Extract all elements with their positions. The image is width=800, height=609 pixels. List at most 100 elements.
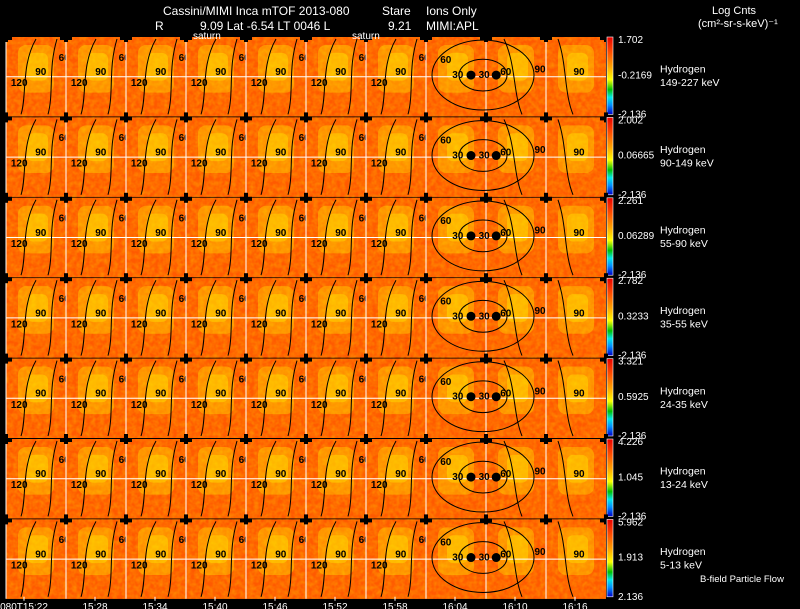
- contour-label-30: 30: [479, 151, 491, 162]
- contour-label-120: 120: [371, 480, 388, 491]
- contour-label-90: 90: [155, 148, 167, 159]
- pitch-contour: [200, 521, 217, 597]
- contour-label-90: 90: [335, 469, 347, 480]
- contour-label-120: 120: [191, 561, 208, 572]
- colorbar-mid: 0.5925: [618, 392, 649, 403]
- contour-label-90: 90: [275, 148, 287, 159]
- contour-label-60: 60: [59, 374, 71, 385]
- contour-label-60: 60: [500, 469, 512, 480]
- pitch-contour: [557, 119, 574, 195]
- image-frame: 120 90 60: [365, 519, 430, 599]
- contour-label-60: 60: [440, 377, 452, 388]
- image-frame: 120 90 60: [245, 519, 310, 599]
- colorbar-mid: 0.3233: [618, 311, 649, 322]
- frame-marker: [244, 353, 248, 364]
- image-frame: [425, 37, 486, 117]
- contour-ring-30: [458, 299, 508, 333]
- contour-label-120: 120: [131, 400, 148, 411]
- frame-marker: [544, 514, 548, 525]
- contour-label-90: 90: [155, 469, 167, 480]
- pitch-contour: [407, 199, 418, 276]
- frame-marker: [604, 32, 608, 42]
- flow-marker: [491, 151, 501, 161]
- frame-marker: [4, 353, 8, 364]
- contour-label-90: 90: [215, 550, 227, 561]
- contour-label-30: 30: [479, 392, 491, 403]
- frame-marker: [64, 192, 68, 203]
- pitch-contour: [200, 199, 217, 276]
- colorbar-mid: -0.2169: [618, 70, 652, 81]
- r-label: R: [155, 19, 164, 33]
- contour-ring-60: [431, 441, 535, 513]
- frame-marker: [424, 112, 428, 123]
- image-frame: 120 90 60: [245, 278, 310, 358]
- pitch-contour: [557, 38, 574, 115]
- colorbar-min: 2.136: [618, 592, 643, 603]
- image-frame: 120 90 60: [185, 519, 250, 599]
- frame-marker: [244, 192, 248, 203]
- contour-label-120: 120: [371, 78, 388, 89]
- pitch-contour: [320, 38, 337, 115]
- frame-marker: [424, 273, 428, 284]
- pitch-contour: [200, 440, 217, 517]
- frame-marker: [184, 514, 188, 525]
- colorbar-frame: [606, 117, 614, 196]
- row-energy: 13-24 keV: [660, 479, 708, 491]
- pitch-contour: [20, 360, 37, 437]
- contour-label-90: 90: [573, 469, 585, 480]
- image-frame: 120 90 60: [305, 358, 370, 438]
- x-tick-label: 15:34: [142, 602, 167, 609]
- image-frame: 120 90 60: [125, 278, 190, 358]
- contour-ring-30: [458, 380, 508, 414]
- colorbar-max: 5.962: [618, 517, 643, 528]
- contour-ring-30: [458, 541, 508, 574]
- pitch-contour: [227, 360, 238, 437]
- position-readout: 9.09 Lat -6.54 LT 0046 L: [200, 19, 331, 33]
- frame-marker: [484, 192, 488, 203]
- contour-label-30: 30: [479, 553, 491, 564]
- frame-marker: [484, 112, 488, 123]
- contour-label-60: 60: [239, 294, 251, 305]
- contour-label-120: 120: [311, 159, 328, 170]
- image-frame: 120 90 60: [185, 117, 250, 197]
- image-frame: 120 90 60: [305, 278, 370, 358]
- l-value: 9.21: [388, 19, 412, 33]
- contour-label-60: 60: [359, 133, 371, 144]
- frame-marker: [244, 273, 248, 284]
- colorbar-max: 2.782: [618, 276, 643, 287]
- image-frame: 120 90 60: [305, 37, 370, 117]
- colorbar: [607, 358, 613, 436]
- pitch-contour: [347, 119, 358, 195]
- contour-label-90: 90: [275, 67, 287, 78]
- image-frame: 120 90 60: [365, 197, 430, 278]
- frame-marker: [304, 434, 308, 444]
- contour-label-60: 60: [239, 455, 251, 466]
- contour-label-120: 120: [251, 480, 268, 491]
- pitch-contour: [260, 440, 277, 517]
- frame-marker: [484, 353, 488, 364]
- frame-marker: [124, 192, 128, 203]
- contour-label-30: 30: [479, 231, 491, 242]
- contour-label-120: 120: [251, 400, 268, 411]
- row-species: Hydrogen: [660, 385, 706, 397]
- image-frame: 120 90 60: [125, 197, 190, 278]
- pitch-contour: [260, 38, 277, 115]
- pitch-contour: [557, 521, 574, 597]
- pitch-contour: [20, 440, 37, 517]
- contour-label-60: 60: [500, 148, 512, 159]
- colorbar-mid: 0.06665: [618, 151, 655, 162]
- frame-marker: [544, 192, 548, 203]
- contour-label-120: 120: [251, 561, 268, 572]
- contour-label-60: 60: [299, 455, 311, 466]
- contour-label-90: 90: [215, 67, 227, 78]
- contour-label-60: 60: [119, 535, 131, 546]
- contour-label-60: 60: [59, 535, 71, 546]
- spectrogram-row: 120 90 60 120 90 60 120 90 60 120 90 60 120 90 60 120 90…: [0, 273, 708, 362]
- b-field-marker: [466, 231, 476, 241]
- x-tick-label: 15:28: [82, 602, 107, 609]
- contour-label-60: 60: [119, 374, 131, 385]
- pitch-contour: [503, 199, 523, 276]
- frame-marker: [424, 434, 428, 444]
- pitch-contour: [47, 280, 58, 356]
